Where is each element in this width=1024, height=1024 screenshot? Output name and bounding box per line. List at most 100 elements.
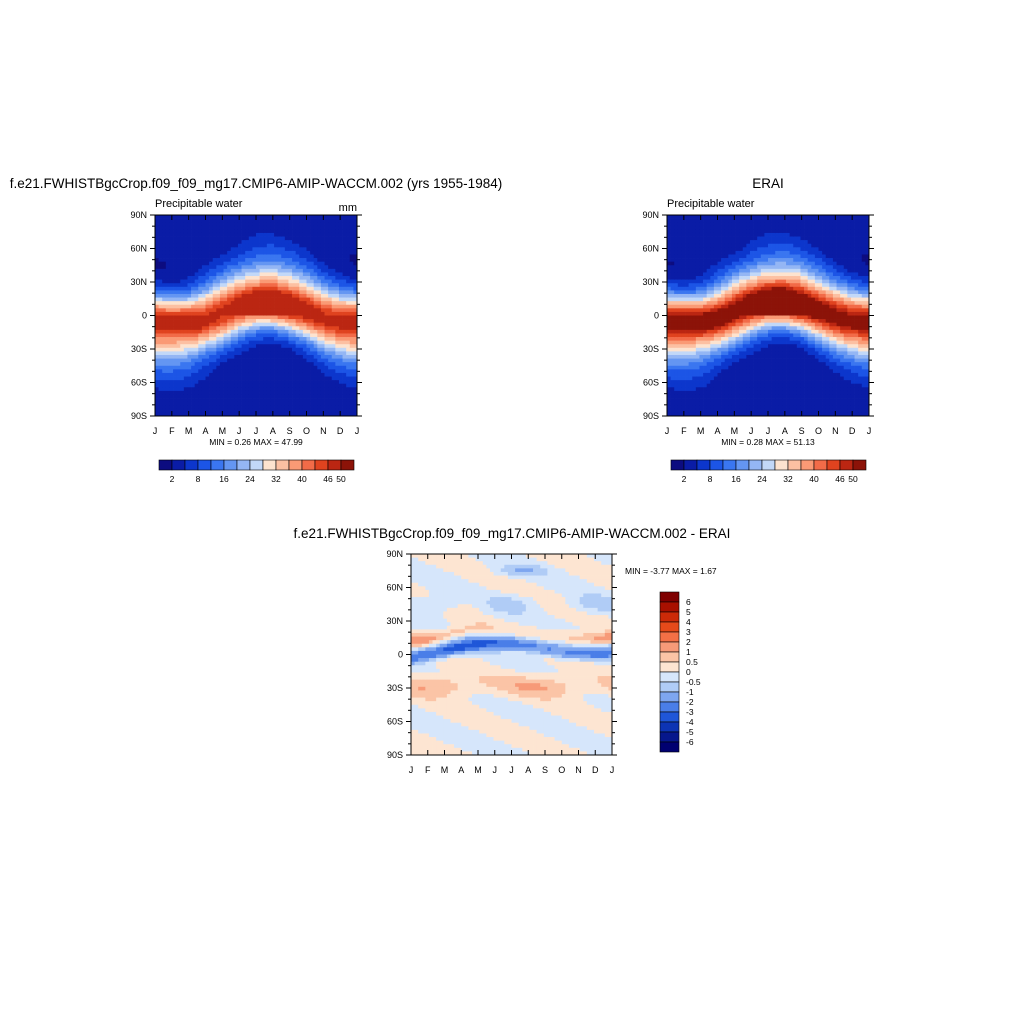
field-cell	[176, 383, 181, 388]
field-cell	[764, 365, 769, 370]
field-cell	[775, 333, 780, 338]
field-cell	[248, 340, 253, 345]
field-cell	[158, 329, 163, 334]
field-cell	[216, 401, 221, 406]
field-cell	[263, 293, 268, 298]
field-cell	[295, 376, 300, 381]
field-cell	[266, 365, 271, 370]
field-cell	[749, 322, 754, 327]
field-cell	[670, 243, 675, 248]
field-cell	[212, 333, 217, 338]
field-cell	[760, 319, 765, 324]
field-cell	[760, 222, 765, 227]
field-cell	[234, 326, 239, 331]
field-cell	[346, 344, 351, 349]
field-cell	[757, 354, 762, 359]
field-cell	[349, 272, 354, 277]
field-cell	[299, 372, 304, 377]
field-cell	[187, 365, 192, 370]
field-cell	[310, 326, 315, 331]
field-cell	[270, 372, 275, 377]
colorbar-swatch	[314, 459, 329, 471]
field-cell	[259, 333, 264, 338]
field-cell	[259, 261, 264, 266]
field-cell	[227, 265, 232, 270]
field-cell	[219, 369, 224, 374]
field-cell	[742, 347, 747, 352]
field-cell	[299, 333, 304, 338]
field-cell	[281, 329, 286, 334]
field-cell	[274, 365, 278, 370]
field-cell	[201, 344, 206, 349]
field-cell	[183, 215, 188, 219]
field-cell	[284, 340, 289, 345]
field-cell	[728, 311, 733, 316]
field-cell	[328, 276, 333, 280]
field-cell	[198, 250, 203, 255]
field-cell	[324, 247, 329, 252]
field-cell	[295, 408, 300, 413]
field-cell	[681, 383, 686, 388]
field-cell	[353, 229, 358, 234]
field-cell	[710, 218, 715, 223]
field-cell	[180, 398, 185, 402]
field-cell	[248, 354, 253, 359]
field-cell	[753, 261, 758, 266]
field-cell	[328, 319, 333, 324]
field-cell	[317, 272, 322, 277]
field-cell	[753, 380, 758, 385]
field-cell	[331, 354, 336, 359]
field-cell	[292, 401, 297, 406]
field-cell	[245, 215, 250, 219]
field-cell	[162, 333, 167, 338]
field-cell	[692, 222, 697, 227]
field-cell	[284, 337, 289, 341]
field-cell	[346, 315, 351, 320]
field-cell	[256, 283, 260, 288]
field-cell	[266, 247, 271, 252]
field-cell	[205, 308, 210, 313]
field-cell	[299, 376, 304, 381]
field-cell	[302, 293, 307, 298]
field-cell	[353, 308, 358, 313]
field-cell	[230, 272, 235, 277]
field-cell	[216, 408, 221, 413]
field-cell	[692, 265, 697, 270]
field-cell	[194, 344, 199, 349]
field-cell	[263, 383, 268, 388]
field-cell	[667, 319, 671, 324]
field-cell	[674, 401, 679, 406]
field-cell	[187, 347, 192, 352]
field-cell	[778, 215, 783, 219]
field-cell	[169, 322, 174, 327]
field-cell	[757, 268, 762, 273]
field-cell	[768, 398, 772, 402]
field-cell	[775, 276, 780, 280]
field-cell	[209, 225, 214, 230]
field-cell	[198, 225, 203, 230]
field-cell	[688, 247, 693, 252]
field-cell	[771, 390, 776, 395]
field-cell	[768, 225, 772, 230]
field-cell	[274, 315, 278, 320]
field-cell	[310, 247, 315, 252]
field-cell	[688, 380, 693, 385]
field-cell	[227, 243, 232, 248]
field-cell	[292, 229, 297, 234]
field-cell	[320, 258, 325, 263]
field-cell	[270, 408, 275, 413]
field-cell	[667, 401, 671, 406]
field-cell	[187, 319, 192, 324]
field-cell	[757, 250, 762, 255]
field-cell	[162, 236, 167, 241]
field-cell	[219, 354, 224, 359]
field-cell	[241, 222, 246, 227]
field-cell	[216, 340, 221, 345]
field-cell	[775, 376, 780, 381]
field-cell	[281, 304, 286, 309]
field-cell	[699, 297, 704, 302]
field-cell	[721, 315, 726, 320]
field-cell	[757, 315, 762, 320]
field-cell	[342, 319, 347, 324]
field-cell	[183, 362, 188, 367]
